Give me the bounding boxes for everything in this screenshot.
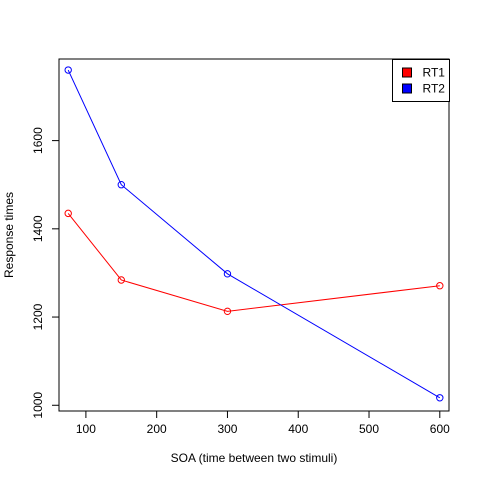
legend-swatch-rt2 <box>402 83 412 94</box>
x-axis-title: SOA (time between two stimuli) <box>171 451 338 465</box>
series-line-rt1 <box>67 213 440 312</box>
x-axis: 100 200 300 400 500 600 <box>76 410 450 436</box>
data-point-rt2 <box>436 394 444 402</box>
y-axis-title: Response times <box>2 192 16 278</box>
legend-swatch-rt1 <box>402 67 412 78</box>
series-layer <box>64 66 444 402</box>
y-tick-label: 1000 <box>31 392 45 419</box>
x-tick-label: 600 <box>430 422 450 436</box>
x-tick-label: 300 <box>217 422 237 436</box>
y-tick-label: 1400 <box>31 215 45 242</box>
x-tick-label: 200 <box>147 422 167 436</box>
data-point-rt1 <box>117 276 125 284</box>
data-point-rt1 <box>64 209 72 218</box>
data-point-rt1 <box>436 282 444 290</box>
legend-label-rt2: RT2 <box>423 82 446 96</box>
data-point-rt2 <box>223 270 232 278</box>
series-line-rt2 <box>67 69 441 399</box>
y-tick-label: 1200 <box>31 303 45 330</box>
data-point-rt2 <box>64 66 72 74</box>
y-tick-label: 1600 <box>31 127 45 154</box>
legend-box <box>392 59 450 102</box>
legend-label-rt1: RT1 <box>423 66 446 80</box>
x-tick-label: 100 <box>76 422 96 436</box>
y-axis: 1000 1200 1400 1600 <box>31 127 60 419</box>
x-tick-label: 500 <box>359 422 379 436</box>
x-tick-label: 400 <box>288 422 308 436</box>
data-point-rt1 <box>223 307 232 316</box>
data-point-rt2 <box>117 181 125 189</box>
